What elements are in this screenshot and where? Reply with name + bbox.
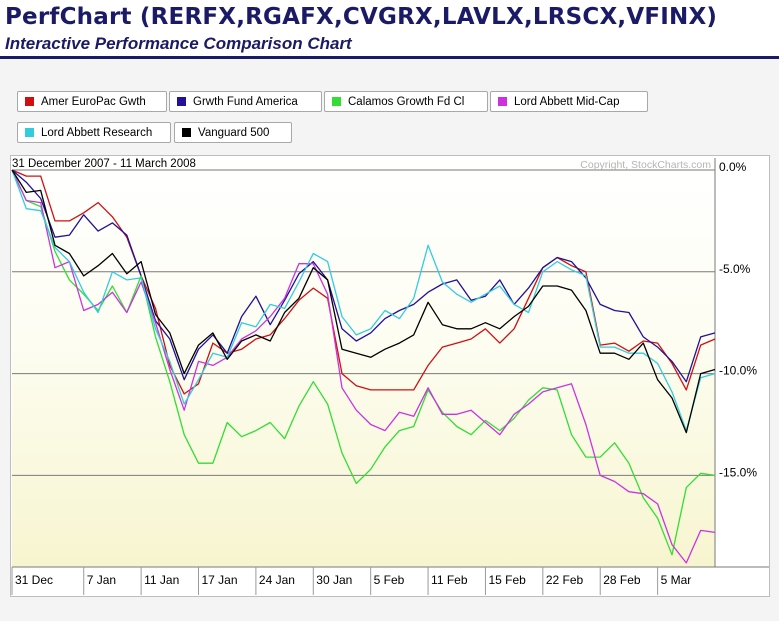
copyright-label: Copyright, StockCharts.com [580,159,711,171]
page-subtitle: Interactive Performance Comparison Chart [5,34,352,53]
x-tick-label: 5 Feb [374,573,405,587]
x-tick-label: 7 Jan [87,573,116,587]
x-tick-label: 31 Dec [15,573,53,587]
legend-swatch [177,97,186,106]
x-tick-label: 11 Feb [431,573,468,587]
series-line-6 [11,169,716,434]
x-tick-label: 5 Mar [661,573,692,587]
x-tick-label: 22 Feb [546,573,584,587]
x-tick-label: 11 Jan [144,573,179,587]
date-range-label: 31 December 2007 - 11 March 2008 [12,158,196,170]
legend-label: Vanguard 500 [198,126,270,139]
legend-item-6[interactable]: Vanguard 500 [174,122,292,143]
legend-label: Lord Abbett Mid-Cap [514,95,620,108]
legend-label: Lord Abbett Research [41,126,153,139]
page-title: PerfChart (RERFX,RGAFX,CVGRX,LAVLX,LRSCX… [5,4,718,30]
series-line-4 [11,169,716,564]
x-tick-label: 28 Feb [603,573,641,587]
legend-swatch [332,97,341,106]
legend-item-5[interactable]: Lord Abbett Research [17,122,171,143]
series-line-2 [11,169,716,383]
legend-item-4[interactable]: Lord Abbett Mid-Cap [490,91,648,112]
x-tick-label: 17 Jan [202,573,238,587]
legend-swatch [182,128,191,137]
x-tick-label: 30 Jan [316,573,352,587]
y-tick-label: -5.0% [719,262,751,276]
legend-label: Calamos Growth Fd Cl [348,95,465,108]
header-divider [0,56,779,59]
legend-swatch [498,97,507,106]
x-tick-label: 15 Feb [488,573,526,587]
legend-item-1[interactable]: Amer EuroPac Gwth [17,91,167,112]
legend-swatch [25,97,34,106]
legend-item-2[interactable]: Grwth Fund America [169,91,322,112]
x-tick-label: 24 Jan [259,573,295,587]
y-tick-label: 0.0% [719,160,747,174]
legend-swatch [25,128,34,137]
legend-item-3[interactable]: Calamos Growth Fd Cl [324,91,488,112]
y-tick-label: -15.0% [719,465,757,479]
series-line-5 [11,169,716,432]
plot-background [12,158,715,567]
legend-label: Amer EuroPac Gwth [41,95,146,108]
y-tick-label: -10.0% [719,364,757,378]
legend-label: Grwth Fund America [193,95,298,108]
